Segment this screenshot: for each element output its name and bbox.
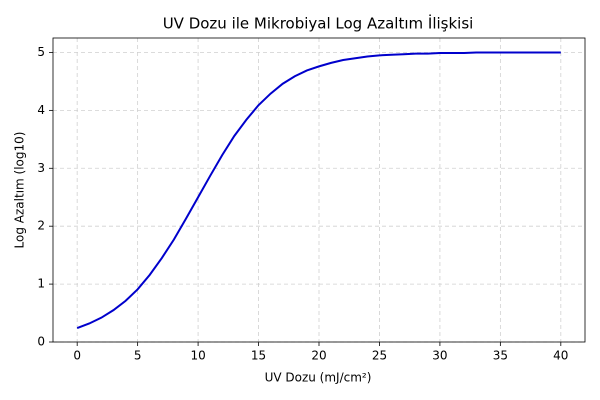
y-tick-label: 2: [37, 219, 45, 233]
chart-title: UV Dozu ile Mikrobiyal Log Azaltım İlişk…: [163, 14, 474, 33]
y-tick-label: 4: [37, 103, 45, 117]
x-tick-label: 0: [73, 349, 81, 363]
y-tick-label: 5: [37, 45, 45, 59]
y-tick-label: 1: [37, 277, 45, 291]
x-tick-label: 35: [493, 349, 508, 363]
x-tick-label: 5: [134, 349, 142, 363]
y-axis-label: Log Azaltım (log10): [13, 132, 27, 249]
x-tick-label: 30: [432, 349, 447, 363]
data-line: [76, 51, 561, 330]
x-tick-label: 20: [311, 349, 326, 363]
x-axis-label: UV Dozu (mJ/cm²): [265, 371, 372, 385]
y-tick-label: 0: [37, 335, 45, 349]
x-tick-label: 15: [251, 349, 266, 363]
x-tick-label: 40: [553, 349, 568, 363]
x-tick-label: 10: [190, 349, 205, 363]
x-tick-label: 25: [372, 349, 387, 363]
plot-frame: [52, 37, 586, 343]
y-tick-label: 3: [37, 161, 45, 175]
